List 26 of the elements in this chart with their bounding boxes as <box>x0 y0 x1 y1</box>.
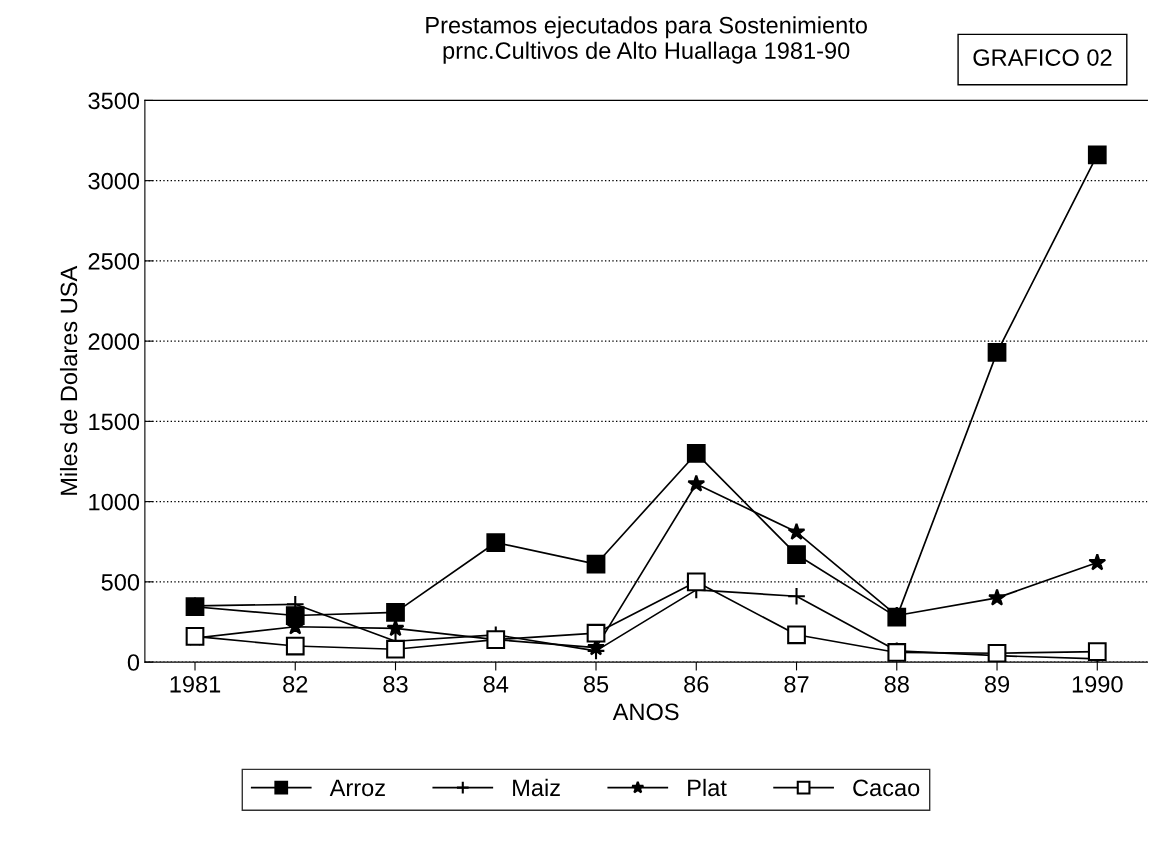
x-tick-label: 88 <box>884 675 909 693</box>
legend-label: Cacao <box>853 779 920 797</box>
x-tick-label: 83 <box>383 675 408 693</box>
y-axis-title: Miles de Dolares USA <box>59 265 78 495</box>
x-tick-label: 86 <box>684 675 709 693</box>
y-tick-label: 0 <box>127 654 140 671</box>
legend-label: Maiz <box>513 778 560 797</box>
y-tick-label: 3500 <box>88 92 140 110</box>
x-axis-title: ANOS <box>612 703 679 721</box>
y-tick-label: 2000 <box>88 333 140 350</box>
chart-title: Prestamos ejecutados para Sostenimiento prnc.Cultivos de Alto Huallaga 1981-90 <box>426 16 867 64</box>
legend-label: Plat <box>688 778 727 797</box>
x-tick-label: 1981 <box>170 675 221 693</box>
x-tick-label: 84 <box>483 675 509 693</box>
x-tick-label: 87 <box>784 675 809 693</box>
y-tick-label: 1500 <box>89 413 140 431</box>
x-tick-label: 1990 <box>1072 675 1123 693</box>
y-tick-label: 1000 <box>89 493 140 511</box>
y-tick-label: 2500 <box>88 252 140 270</box>
x-tick-label: 82 <box>283 675 308 693</box>
y-tick-label: 3000 <box>88 172 140 190</box>
y-tick-label: 500 <box>101 573 140 591</box>
x-tick-label: 85 <box>583 675 609 693</box>
legend-label: Arroz <box>329 779 385 797</box>
x-tick-label: 89 <box>984 675 1010 693</box>
text: GRAFICO 02 <box>973 49 1112 66</box>
